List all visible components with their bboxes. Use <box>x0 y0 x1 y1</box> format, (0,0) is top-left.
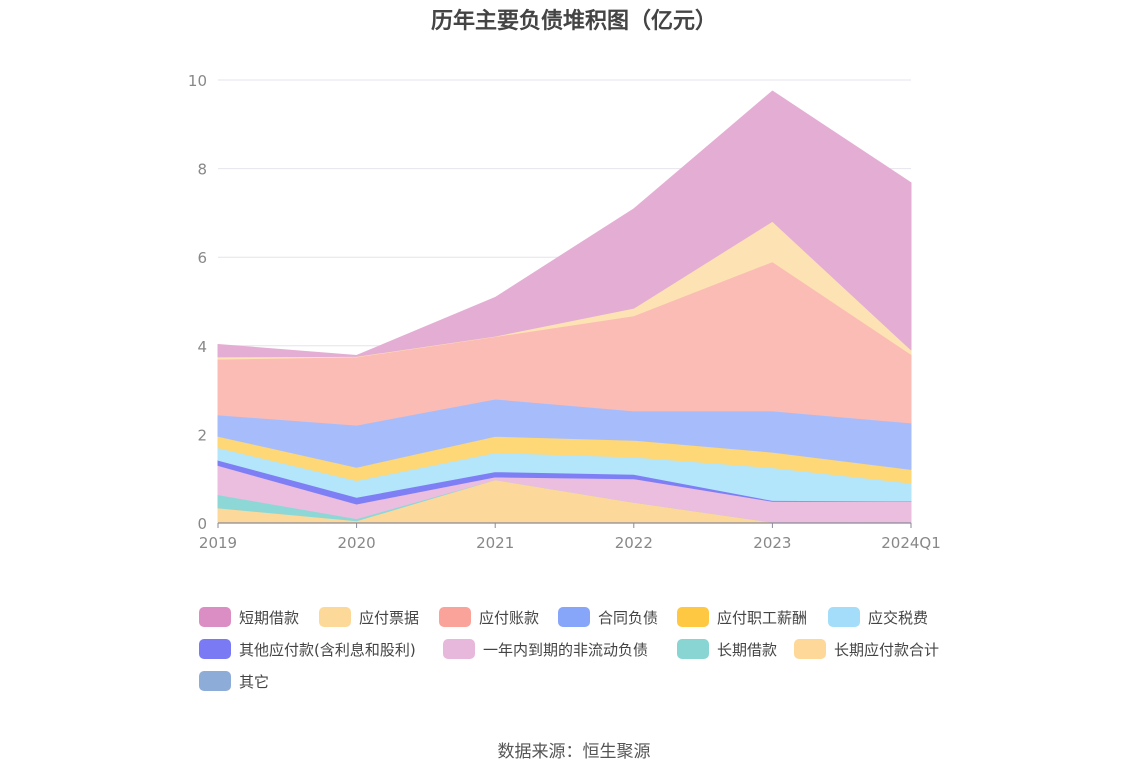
legend-item[interactable]: 应交税费 <box>828 606 928 628</box>
legend-item[interactable]: 应付职工薪酬 <box>677 606 807 628</box>
legend-item[interactable]: 应付票据 <box>319 606 419 628</box>
legend-label: 其他应付款(含利息和股利) <box>239 640 416 659</box>
y-tick-label: 4 <box>197 338 207 356</box>
y-tick-label: 8 <box>197 161 207 179</box>
legend-label: 应付账款 <box>479 608 540 627</box>
axes: 0 2 4 6 8 10 2019 2020 2021 2022 2023 2024Q1 <box>188 72 941 552</box>
area-series <box>217 90 912 524</box>
legend-label: 一年内到期的非流动负债 <box>483 640 649 659</box>
legend-item[interactable]: 一年内到期的非流动负债 <box>443 638 648 660</box>
legend-item[interactable]: 其它 <box>199 670 269 692</box>
area-series-11[interactable] <box>217 90 912 358</box>
legend-label: 应付职工薪酬 <box>717 608 808 627</box>
y-tick-label: 10 <box>188 72 207 90</box>
legend-label: 长期借款 <box>717 640 778 659</box>
y-tick-label: 0 <box>197 515 207 533</box>
x-tick-label: 2019 <box>199 534 237 552</box>
x-tick-label: 2021 <box>476 534 514 552</box>
data-source: 数据来源：恒生聚源 <box>497 742 651 762</box>
legend-item[interactable]: 其他应付款(含利息和股利) <box>199 638 416 660</box>
x-tick-label: 2024Q1 <box>881 534 941 552</box>
y-tick-label: 6 <box>197 249 207 267</box>
legend-swatch <box>558 607 590 627</box>
legend-label: 应付票据 <box>359 608 420 627</box>
legend-swatch <box>199 671 231 691</box>
y-tick-label: 2 <box>197 426 207 444</box>
legend-swatch <box>677 639 709 659</box>
chart-title: 历年主要负债堆积图（亿元） <box>430 9 717 34</box>
legend-label: 短期借款 <box>239 608 300 627</box>
legend-label: 合同负债 <box>598 608 659 627</box>
x-tick-label: 2022 <box>615 534 653 552</box>
x-tick-label: 2023 <box>753 534 791 552</box>
legend-swatch <box>319 607 351 627</box>
legend-label: 长期应付款合计 <box>834 640 940 659</box>
legend-item[interactable]: 短期借款 <box>199 606 299 628</box>
legend-swatch <box>199 607 231 627</box>
legend-swatch <box>199 639 231 659</box>
legend-item[interactable]: 长期借款 <box>677 638 777 660</box>
x-tick-label: 2020 <box>338 534 376 552</box>
legend-label: 应交税费 <box>868 608 929 627</box>
legend-swatch <box>443 639 475 659</box>
legend-item[interactable]: 长期应付款合计 <box>794 638 939 660</box>
legend-swatch <box>677 607 709 627</box>
legend-item[interactable]: 合同负债 <box>558 606 658 628</box>
legend-item[interactable]: 应付账款 <box>439 606 539 628</box>
legend-swatch <box>439 607 471 627</box>
legend-label: 其它 <box>239 672 270 691</box>
legend-swatch <box>828 607 860 627</box>
legend-swatch <box>794 639 826 659</box>
